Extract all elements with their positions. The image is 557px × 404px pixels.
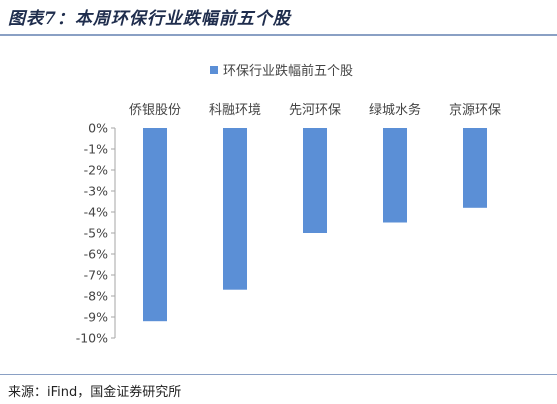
legend-swatch [210, 66, 218, 74]
category-label: 绿城水务 [369, 102, 421, 118]
source-note: 来源：iFind，国金证券研究所 [8, 385, 182, 400]
bar-chart: 环保行业跌幅前五个股 侨银股份 科融环境 先河环保 绿城水务 京源环保 0% -1% -2%… [76, 63, 501, 346]
bar [463, 128, 487, 208]
bar [303, 128, 327, 233]
figure-title: 图表7：本周环保行业跌幅前五个股 [8, 9, 291, 29]
y-tick-label: -9% [84, 310, 108, 325]
y-tick-label: 0% [88, 121, 108, 136]
y-tick-label: -6% [84, 247, 108, 262]
y-tick-label: -5% [84, 226, 108, 241]
y-tick-label: -7% [84, 268, 108, 283]
bar [223, 128, 247, 290]
y-tick-label: -2% [84, 163, 108, 178]
chart-legend: 环保行业跌幅前五个股 [210, 63, 353, 79]
y-tick-label: -3% [84, 184, 108, 199]
category-label: 先河环保 [289, 103, 341, 118]
category-label: 侨银股份 [129, 103, 181, 118]
y-tick-label: -8% [84, 289, 108, 304]
bar [383, 128, 407, 223]
category-labels: 侨银股份 科融环境 先河环保 绿城水务 京源环保 [129, 102, 501, 118]
y-tick-label: -1% [84, 142, 108, 157]
bars [143, 128, 487, 322]
y-tick-label: -10% [76, 331, 108, 346]
category-label: 京源环保 [449, 103, 501, 118]
y-axis: 0% -1% -2% -3% -4% -5% -6% -7% -8% -9% -10% [76, 121, 116, 346]
legend-label: 环保行业跌幅前五个股 [223, 63, 353, 79]
y-tick-label: -4% [84, 205, 108, 220]
title-divider [0, 34, 557, 36]
source-divider [0, 374, 557, 375]
category-label: 科融环境 [209, 103, 261, 118]
bar [143, 128, 167, 322]
